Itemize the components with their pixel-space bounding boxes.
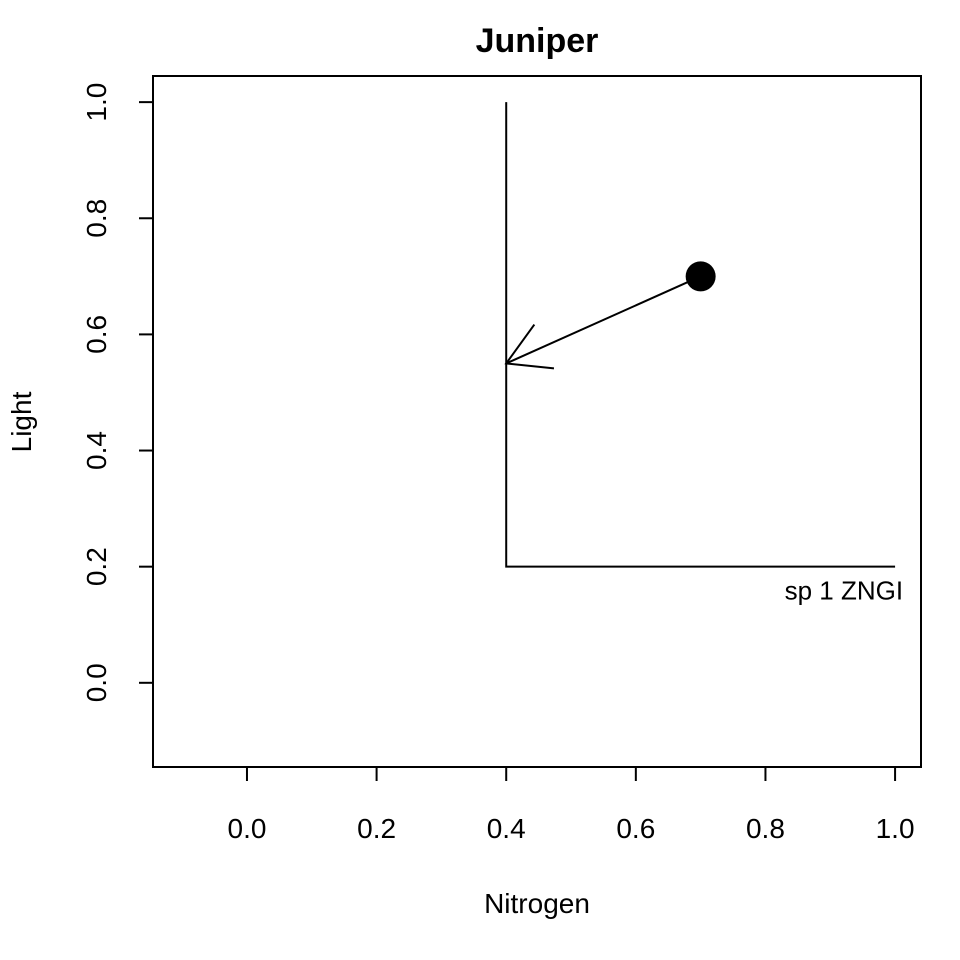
y-axis: 0.0 0.2 0.4 0.6 0.8 1.0 <box>81 83 154 702</box>
y-tick-label: 0.0 <box>81 663 112 702</box>
x-tick-label: 0.2 <box>357 813 396 844</box>
x-axis: 0.0 0.2 0.4 0.6 0.8 1.0 <box>228 766 915 844</box>
plot-frame <box>152 75 922 768</box>
supply-point <box>685 261 716 292</box>
x-tick-label: 1.0 <box>876 813 915 844</box>
y-tick-label: 0.4 <box>81 431 112 470</box>
x-axis-title: Nitrogen <box>484 888 590 919</box>
y-axis-title: Light <box>6 391 37 452</box>
zngi-label: sp 1 ZNGI <box>785 576 903 606</box>
x-tick-label: 0.4 <box>487 813 526 844</box>
x-tick-label: 0.0 <box>228 813 267 844</box>
x-tick-label: 0.6 <box>616 813 655 844</box>
zngi-line <box>505 102 896 568</box>
arrow-head <box>504 323 555 370</box>
y-tick-label: 0.2 <box>81 547 112 586</box>
y-tick-label: 0.8 <box>81 199 112 238</box>
y-tick-label: 0.6 <box>81 315 112 354</box>
y-tick-label: 1.0 <box>81 83 112 122</box>
chart-title: Juniper <box>476 22 599 60</box>
consumption-vector <box>505 275 702 365</box>
x-tick-label: 0.8 <box>746 813 785 844</box>
plot-marks: sp 1 ZNGI <box>504 102 903 606</box>
